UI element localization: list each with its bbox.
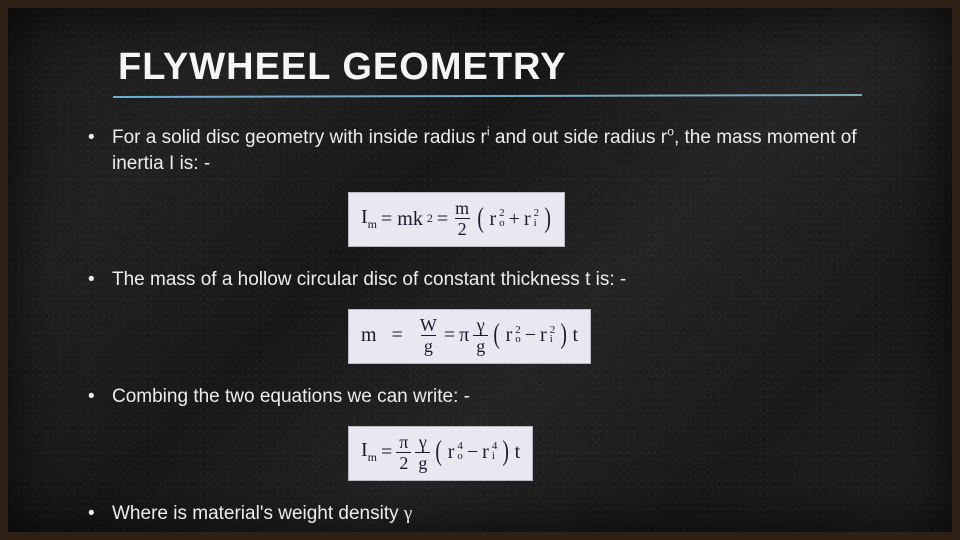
eq2-r1-subsup: 2o [515, 326, 521, 346]
eq2-frac1: W g [417, 316, 440, 355]
equation-1: Im = mk2 = m 2 ( r2o + r2i ) [348, 192, 565, 247]
eq3-lhs-sub: m [368, 450, 377, 464]
eq3-lparen: ( [436, 441, 443, 463]
eq2-lparen: ( [494, 324, 501, 346]
bullet-list: For a solid disc geometry with inside ra… [88, 125, 892, 176]
eq1-eq: = [437, 208, 448, 230]
eq1-r1-subsup: 2o [499, 209, 505, 229]
eq1-lhs: I [361, 206, 368, 228]
bullet-4: Where is material's weight density γ [88, 501, 892, 527]
eq3-frac1-den: 2 [396, 452, 411, 472]
eq3-r1-subsup: 4o [457, 442, 463, 462]
eq1-r2: r [524, 208, 531, 230]
bullet-1: For a solid disc geometry with inside ra… [88, 125, 892, 176]
eq2-tail: t [573, 324, 579, 346]
slide-title: FLYWHEEL GEOMETRY [118, 46, 832, 97]
eq2-r2: r [540, 324, 547, 346]
eq2-frac2-num: γ [474, 316, 488, 335]
eq2-frac1-num: W [417, 316, 440, 335]
bullet-list-2: The mass of a hollow circular disc of co… [88, 267, 892, 293]
eq1-part1: = mk [381, 208, 423, 230]
eq3-eq: = [381, 441, 392, 463]
eq3-rparen: ) [503, 441, 510, 463]
eq3-frac2-num: γ [416, 433, 430, 452]
equation-3: Im = π 2 γ g ( r4o − r4i ) t [348, 426, 533, 481]
eq3-lhs: I [361, 439, 368, 461]
bullet-1-text-b: and out side radius r [490, 127, 667, 148]
slide: FLYWHEEL GEOMETRY For a solid disc geome… [0, 0, 960, 540]
eq1-lparen: ( [478, 208, 485, 230]
bullet-4-gamma: γ [404, 503, 412, 524]
bullet-2-text: The mass of a hollow circular disc of co… [112, 269, 626, 290]
bullet-4-text: Where is material's weight density [112, 503, 404, 524]
eq3-frac1: π 2 [396, 433, 411, 472]
eq1-lhs-sub: m [368, 217, 377, 231]
eq2-lhs: m = [361, 324, 413, 346]
eq2-r1: r [506, 324, 513, 346]
eq2-frac1-den: g [421, 335, 436, 355]
bullet-3: Combing the two equations we can write: … [88, 384, 892, 410]
eq2-frac2: γ g [473, 316, 488, 355]
bullet-1-sup-ro: o [667, 125, 674, 139]
bullet-2: The mass of a hollow circular disc of co… [88, 267, 892, 293]
eq2-rparen: ) [561, 324, 568, 346]
eq1-rparen: ) [545, 208, 552, 230]
eq3-r2-subsup: 4i [492, 442, 498, 462]
eq2-r2-subsup: 2i [550, 326, 556, 346]
eq2-eq: = [444, 324, 455, 346]
eq2-op: − [525, 324, 536, 346]
eq1-op: + [509, 208, 520, 230]
eq1-r1: r [489, 208, 496, 230]
eq1-part1-sup: 2 [427, 212, 433, 225]
eq3-frac1-num: π [396, 433, 411, 452]
eq3-r2: r [482, 441, 489, 463]
bullet-3-text: Combing the two equations we can write: … [112, 386, 470, 407]
eq1-frac-num: m [452, 199, 472, 218]
bullet-list-3: Combing the two equations we can write: … [88, 384, 892, 410]
eq3-r1: r [448, 441, 455, 463]
eq3-tail: t [515, 441, 521, 463]
equation-2: m = W g = π γ g ( r2o − r2i ) t [348, 309, 591, 364]
eq3-op: − [467, 441, 478, 463]
bullet-list-4: Where is material's weight density γ [88, 501, 892, 527]
eq1-frac: m 2 [452, 199, 472, 238]
eq1-r2-subsup: 2i [534, 209, 540, 229]
eq1-frac-den: 2 [455, 218, 470, 238]
eq3-frac2-den: g [415, 452, 430, 472]
bullet-1-text-a: For a solid disc geometry with inside ra… [112, 127, 487, 148]
eq2-frac2-den: g [473, 335, 488, 355]
eq2-pi: π [459, 324, 469, 346]
eq3-frac2: γ g [415, 433, 430, 472]
